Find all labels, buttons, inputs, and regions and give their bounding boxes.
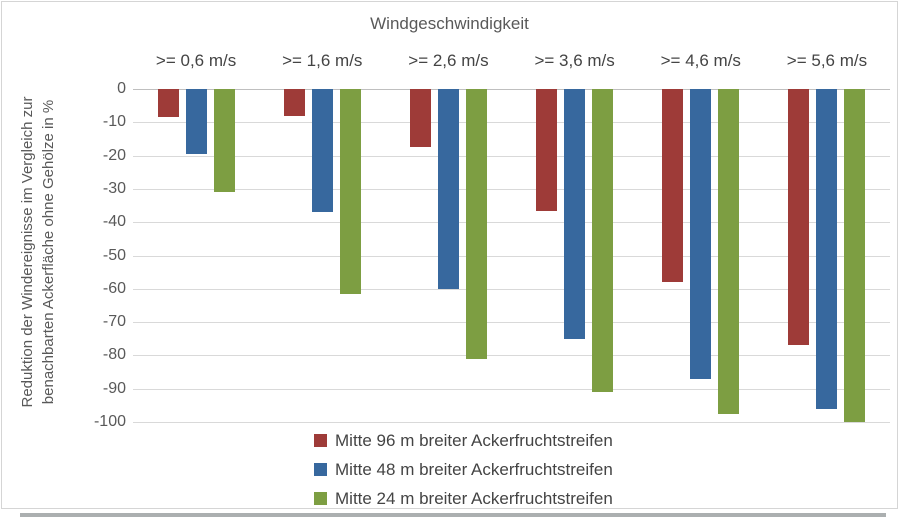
category-label-2: >= 2,6 m/s [408,51,489,70]
legend-item-0: Mitte 96 m breiter Ackerfruchtstreifen [314,426,613,455]
bar-series1-cat4 [690,89,712,379]
bar-series2-cat3 [592,89,614,393]
bar-series0-cat5 [788,89,810,346]
y-tick--60: -60 [102,279,126,297]
category-label-0: >= 0,6 m/s [155,51,237,70]
bar-group-0 [133,89,259,422]
gridline [133,188,890,190]
bar-series2-cat1 [339,89,361,294]
gridline [133,288,890,290]
bottom-border-strip [20,513,886,517]
plot-area [133,89,890,423]
gridline [133,355,890,357]
y-tick-0: 0 [117,80,126,97]
bar-series1-cat2 [437,89,459,289]
legend-swatch-icon [314,434,327,447]
chart-frame: Windgeschwindigkeit >= 0,6 m/s >= 1,6 m/s… [1,1,898,509]
gridline [133,222,890,224]
y-tick--70: -70 [102,313,126,331]
bar-group-3 [512,89,638,422]
gridline [133,422,890,423]
y-tick--80: -80 [102,346,126,364]
gridline [133,388,890,390]
legend-swatch-icon [314,463,327,476]
bar-group-2 [385,89,511,422]
y-tick--100: -100 [93,413,126,430]
y-tick--40: -40 [102,213,126,231]
gridline [133,122,890,124]
gridline [133,155,890,157]
bar-series2-cat0 [213,89,235,193]
bar-series0-cat0 [157,89,179,118]
bar-series0-cat4 [662,89,684,283]
bar-series0-cat2 [409,89,431,148]
gridline [133,255,890,257]
bar-series0-cat1 [283,89,305,116]
bar-series1-cat1 [311,89,333,213]
bar-series0-cat3 [536,89,558,211]
zero-axis-line [133,89,890,90]
y-tick--50: -50 [102,246,126,264]
category-label-4: >= 4,6 m/s [660,51,741,70]
legend-label: Mitte 48 m breiter Ackerfruchtstreifen [335,459,613,479]
bar-series2-cat5 [844,89,866,422]
bar-groups [133,89,890,422]
bar-series2-cat2 [465,89,487,359]
x-axis-category-labels: >= 0,6 m/s >= 1,6 m/s >= 2,6 m/s >= 3,6 m/s… [133,51,890,71]
y-tick--20: -20 [102,146,126,164]
legend-label: Mitte 96 m breiter Ackerfruchtstreifen [335,430,613,450]
gridline [133,322,890,324]
legend-item-2: Mitte 24 m breiter Ackerfruchtstreifen [314,484,613,513]
y-tick--90: -90 [102,379,126,397]
y-tick--30: -30 [102,179,126,197]
y-tick--10: -10 [102,113,126,131]
category-label-1: >= 1,6 m/s [282,51,363,70]
legend: Mitte 96 m breiter Ackerfruchtstreifen Mi… [314,426,613,513]
bar-series1-cat0 [185,89,207,154]
bar-group-4 [638,89,764,422]
bar-group-1 [259,89,385,422]
y-axis-tick-labels: 0 -10 -20 -30 -40 -50 -60 -70 -80 -90 -100 [2,2,126,508]
chart-title: Windgeschwindigkeit [370,14,529,33]
bar-series1-cat5 [816,89,838,409]
bar-group-5 [764,89,890,422]
category-label-3: >= 3,6 m/s [534,51,615,70]
category-label-5: >= 5,6 m/s [786,51,868,70]
legend-label: Mitte 24 m breiter Ackerfruchtstreifen [335,488,613,508]
legend-item-1: Mitte 48 m breiter Ackerfruchtstreifen [314,455,613,484]
legend-swatch-icon [314,492,327,505]
bar-series2-cat4 [718,89,740,414]
bar-series1-cat3 [564,89,586,339]
